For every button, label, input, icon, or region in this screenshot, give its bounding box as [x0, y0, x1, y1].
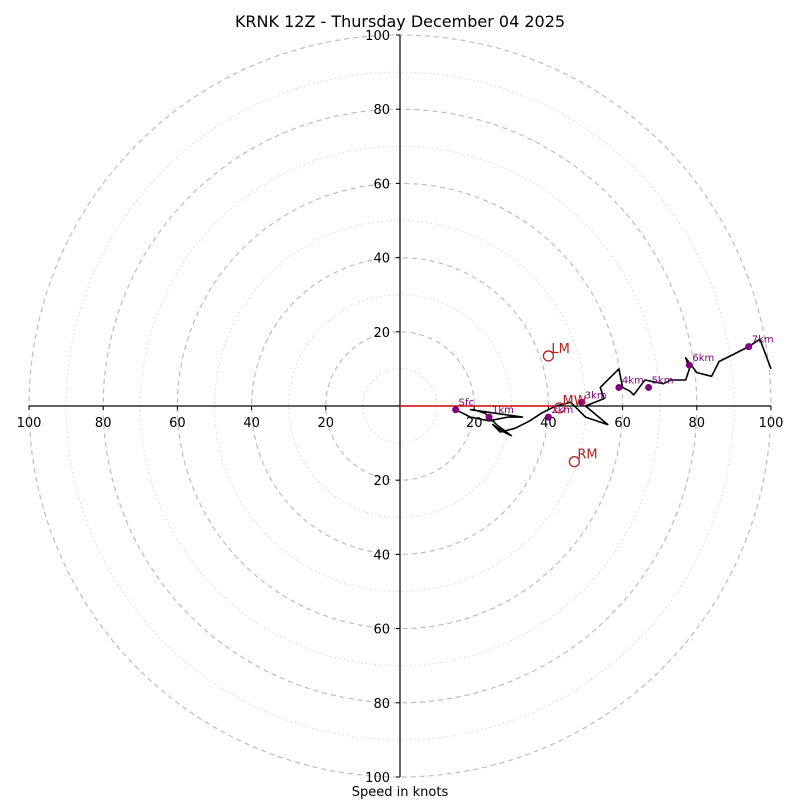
- y-tick-label: 40: [373, 548, 390, 563]
- x-tick-label: 60: [169, 416, 186, 431]
- x-tick-label: 80: [95, 416, 112, 431]
- height-marker-point: [452, 406, 460, 414]
- y-tick-label: 20: [373, 474, 390, 489]
- x-tick-label: 40: [243, 416, 260, 431]
- x-tick-label: 20: [318, 416, 335, 431]
- x-tick-label: 20: [466, 416, 483, 431]
- height-marker-label: Sfc: [459, 398, 474, 409]
- height-marker-label: 3km: [585, 390, 607, 401]
- y-tick-label: 40: [373, 252, 390, 267]
- y-tick-label: 80: [373, 103, 390, 118]
- height-marker-label: 2km: [551, 405, 573, 416]
- x-tick-label: 100: [17, 416, 42, 431]
- height-marker-point: [745, 343, 753, 351]
- storm-motion-point: [542, 350, 555, 362]
- height-marker-label: 7km: [752, 335, 774, 346]
- height-marker-label: 1km: [492, 405, 514, 416]
- hodograph-series: [400, 338, 772, 437]
- height-marker-point: [685, 361, 693, 369]
- x-tick-label: 60: [614, 416, 631, 431]
- y-tick-label: 80: [373, 697, 390, 712]
- storm-motion-label: LM: [551, 342, 569, 357]
- y-tick-label: 60: [373, 177, 390, 192]
- y-tick-label: 100: [365, 29, 390, 44]
- chart-title: KRNK 12Z - Thursday December 04 2025: [235, 12, 565, 31]
- height-marker-label: 4km: [622, 375, 644, 386]
- height-marker-point: [578, 398, 586, 406]
- height-marker-label: 6km: [692, 353, 714, 364]
- y-tick-label: 100: [365, 771, 390, 786]
- storm-motion-label: MW: [563, 394, 587, 409]
- x-axis-label: Speed in knots: [352, 785, 449, 800]
- height-marker-point: [485, 413, 493, 421]
- tick-labels: 100 80 60 40 20 20 40 60 80 100 100 80 60 40 20 20 40 60 8…: [17, 29, 784, 786]
- x-tick-label: 80: [689, 416, 706, 431]
- x-tick-label: 100: [759, 416, 784, 431]
- x-tick-label: 40: [540, 416, 557, 431]
- height-marker-label: 5km: [652, 375, 674, 386]
- height-marker-point: [645, 383, 653, 391]
- height-marker-point: [615, 383, 623, 391]
- y-tick-label: 60: [373, 623, 390, 638]
- height-markers: Sfc 1km 2km 3km 4km 5km 6km 7km: [452, 335, 774, 421]
- storm-motion-label: RM: [577, 448, 597, 463]
- storm-motion-point: [568, 455, 581, 468]
- storm-motion-point: [553, 402, 566, 414]
- hodograph-line: [455, 338, 772, 437]
- height-marker-point: [544, 413, 552, 421]
- y-tick-label: 20: [373, 326, 390, 341]
- storm-motions: LM RM MW: [542, 342, 598, 468]
